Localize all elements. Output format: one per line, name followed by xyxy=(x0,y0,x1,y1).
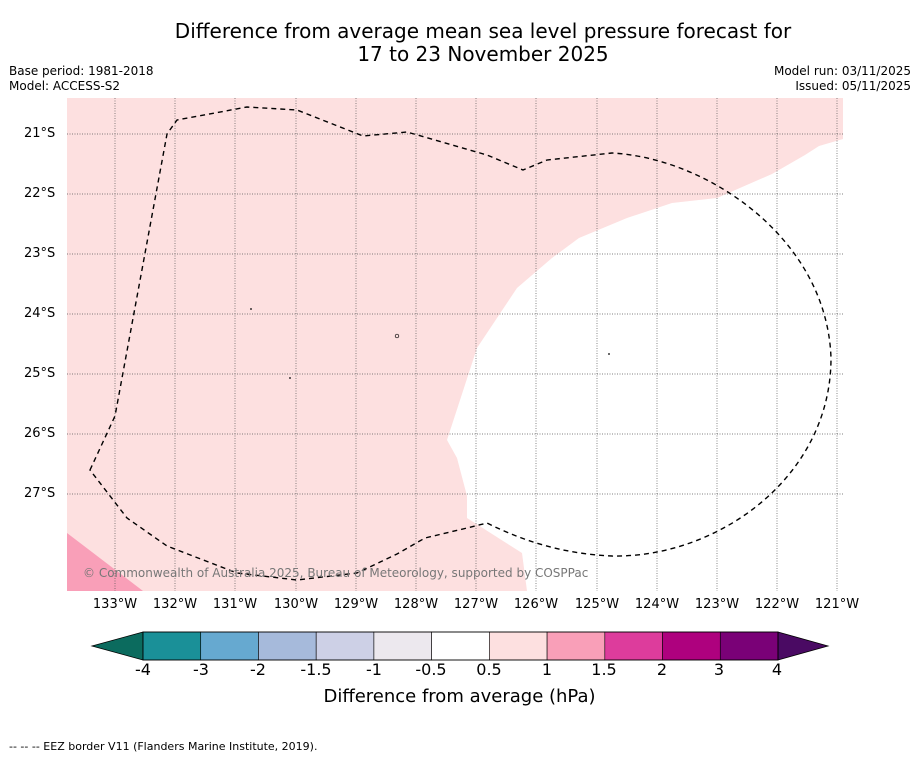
colorbar xyxy=(90,631,830,661)
island-1 xyxy=(250,308,252,310)
lat-label-26s: 26°S xyxy=(24,426,56,441)
lon-label-127w: 127°W xyxy=(453,597,499,612)
model-run: Model run: 03/11/2025 xyxy=(773,64,911,78)
colorbar-tick-4: -1.5 xyxy=(300,660,332,679)
colorbar-tick-10: 2 xyxy=(656,660,668,679)
island-3 xyxy=(289,377,291,379)
eez-border xyxy=(89,106,832,581)
colorbar-segment-2 xyxy=(200,631,259,661)
lat-label-22s: 22°S xyxy=(24,186,56,201)
lat-label-25s: 25°S xyxy=(24,366,56,381)
lon-label-124w: 124°W xyxy=(634,597,680,612)
colorbar-segment-1 xyxy=(142,631,202,661)
colorbar-segments xyxy=(142,631,779,661)
lat-label-23s: 23°S xyxy=(24,246,56,261)
lon-label-132w: 132°W xyxy=(152,597,198,612)
base-period: Base period: 1981-2018 xyxy=(9,64,154,78)
colorbar-segment-4 xyxy=(315,631,375,661)
island-2 xyxy=(394,333,400,339)
colorbar-segment-6 xyxy=(431,631,490,661)
colorbar-over-arrow xyxy=(777,631,830,661)
lat-label-27s: 27°S xyxy=(24,486,56,501)
colorbar-segment-11 xyxy=(719,631,779,661)
colorbar-tick-12: 4 xyxy=(771,660,783,679)
island-4 xyxy=(608,353,610,355)
lon-label-129w: 129°W xyxy=(333,597,379,612)
lon-label-128w: 128°W xyxy=(393,597,439,612)
lat-label-21s: 21°S xyxy=(24,126,56,141)
lon-label-121w: 121°W xyxy=(814,597,860,612)
colorbar-segment-9 xyxy=(604,631,663,661)
eez-footnote: -- -- -- EEZ border V11 (Flanders Marine… xyxy=(9,740,318,753)
lon-label-130w: 130°W xyxy=(273,597,319,612)
map-title-line1: Difference from average mean sea level p… xyxy=(174,19,792,43)
colorbar-tick-5: -1 xyxy=(366,660,382,679)
colorbar-tick-2: -3 xyxy=(193,660,209,679)
anomaly-fill-1-to-1.5 xyxy=(67,533,143,591)
lon-label-133w: 133°W xyxy=(92,597,138,612)
anomaly-fill-0.5-to-1 xyxy=(67,98,843,591)
colorbar-under-arrow xyxy=(90,631,144,661)
colorbar-tick-1: -4 xyxy=(135,660,151,679)
lon-label-123w: 123°W xyxy=(694,597,740,612)
colorbar-tick-3: -2 xyxy=(250,660,266,679)
colorbar-segment-10 xyxy=(662,631,721,661)
pressure-anomaly-map: © Commonwealth of Australia 2025, Bureau… xyxy=(67,98,843,591)
lon-label-126w: 126°W xyxy=(513,597,559,612)
colorbar-segment-7 xyxy=(489,631,548,661)
lon-label-122w: 122°W xyxy=(754,597,800,612)
model-name: Model: ACCESS-S2 xyxy=(9,79,121,93)
lon-label-131w: 131°W xyxy=(212,597,258,612)
lon-label-125w: 125°W xyxy=(574,597,620,612)
colorbar-tick-6: -0.5 xyxy=(415,660,447,679)
colorbar-tick-7: 0.5 xyxy=(476,660,502,679)
colorbar-tick-11: 3 xyxy=(713,660,725,679)
colorbar-segment-3 xyxy=(258,631,317,661)
lat-label-24s: 24°S xyxy=(24,306,56,321)
colorbar-tick-8: 1 xyxy=(541,660,553,679)
colorbar-segment-8 xyxy=(546,631,606,661)
map-title-line2: 17 to 23 November 2025 xyxy=(357,42,609,66)
copyright-notice: © Commonwealth of Australia 2025, Bureau… xyxy=(83,566,588,580)
colorbar-segment-5 xyxy=(373,631,432,661)
colorbar-tick-9: 1.5 xyxy=(591,660,617,679)
issued-date: Issued: 05/11/2025 xyxy=(795,79,911,93)
map-svg: © Commonwealth of Australia 2025, Bureau… xyxy=(67,98,843,591)
graticule xyxy=(67,98,843,591)
colorbar-title: Difference from average (hPa) xyxy=(323,686,596,707)
